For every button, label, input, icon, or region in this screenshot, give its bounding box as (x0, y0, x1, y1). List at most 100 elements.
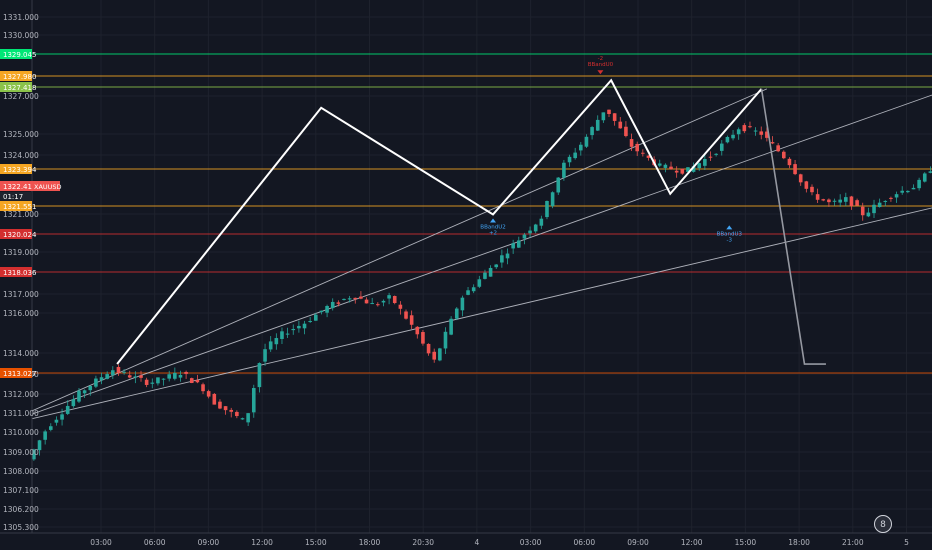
candle-body (280, 331, 284, 339)
candle-body (866, 212, 871, 217)
tradingview-logo-icon: 8 (874, 515, 892, 533)
candle-body (246, 413, 250, 423)
countdown-badge (0, 192, 32, 201)
candle-body (257, 363, 262, 388)
time-tick-label: 09:00 (198, 538, 220, 547)
price-tick-label: 1308.000 (3, 467, 39, 476)
candle-body (189, 378, 194, 383)
signal-label: BBandU2 (480, 224, 505, 230)
candle-body (65, 405, 70, 414)
candle-body (88, 385, 93, 391)
candle-body (522, 234, 527, 239)
candle-body (691, 166, 696, 172)
candle-body (483, 272, 487, 279)
candle-body (454, 308, 459, 319)
price-level-badge-label: 1327.418 (3, 84, 36, 92)
candle-body (748, 126, 752, 128)
candle-body (697, 163, 702, 169)
candle-body (579, 144, 583, 151)
candle-body (590, 127, 594, 136)
candle-body (398, 304, 403, 309)
symbol-badge (32, 181, 60, 191)
candle-body (629, 139, 634, 147)
candle-body (347, 298, 352, 300)
candle-body (719, 143, 724, 151)
time-tick-label: 12:00 (251, 538, 273, 547)
candle-body (500, 255, 504, 263)
price-level-badge (0, 229, 32, 239)
price-tick-label: 1325.000 (3, 130, 39, 139)
candle-body (641, 152, 645, 154)
candle-body (359, 296, 363, 299)
candle-body (731, 134, 735, 139)
candle-body (274, 338, 279, 345)
candle-body (460, 297, 465, 311)
candle-body (71, 399, 76, 407)
candle-body (144, 379, 149, 385)
candle-body (894, 194, 899, 198)
arrow-down-icon (597, 70, 604, 75)
arrow-up-icon (490, 218, 497, 223)
candle-body (669, 166, 673, 170)
signal-sublabel: -3 (727, 237, 733, 243)
candle-body (218, 401, 222, 409)
candle-body (511, 243, 515, 249)
price-tick-label: 1319.000 (3, 248, 39, 257)
zigzag-line (116, 78, 763, 365)
candle-body (584, 136, 589, 147)
candle-body (122, 371, 126, 373)
candle-body (308, 320, 312, 322)
candle-body (928, 171, 932, 173)
candle-body (235, 411, 239, 417)
candle-body (889, 197, 893, 199)
candle-body (201, 384, 205, 392)
candle-body (917, 179, 921, 189)
bband-signal: BBandU2+2 (480, 218, 506, 236)
candle-body (477, 279, 482, 287)
price-tick-label: 1327.000 (3, 92, 39, 101)
arrow-up-icon (726, 225, 733, 230)
candlestick-series (32, 109, 932, 461)
candle-body (127, 375, 132, 378)
candle-body (82, 390, 87, 394)
price-level-badge-label: 1320.024 (3, 231, 37, 239)
candle-body (376, 304, 380, 306)
candle-body (663, 164, 668, 168)
candle-body (319, 310, 324, 313)
time-axis[interactable]: 03:00 06:00 09:00 12:00 15:00 18:00 20:30 4 03:0… (0, 532, 932, 550)
price-tick-label: 1307.100 (3, 486, 39, 495)
candle-body (725, 136, 730, 143)
price-tick-label: 1317.000 (3, 290, 39, 299)
time-tick-label: 06:00 (573, 538, 595, 547)
signal-label: BBandU3 (717, 231, 743, 237)
candle-body (161, 378, 166, 380)
candle-body (776, 145, 780, 152)
price-level-badge-label: 1321.551 (3, 203, 36, 211)
price-tick-label: 1331.000 (3, 13, 39, 22)
candle-body (184, 371, 188, 374)
candle-body (562, 162, 566, 178)
candle-body (618, 121, 623, 129)
price-level-badge (0, 368, 32, 378)
horizontal-levels (32, 53, 932, 374)
candle-body (449, 318, 453, 335)
price-tick-label: 1305.300 (3, 523, 39, 532)
candle-body (325, 305, 329, 313)
candle-body (297, 325, 301, 329)
candle-body (268, 341, 273, 350)
candle-body (195, 379, 200, 383)
price-level-badge (0, 267, 32, 277)
price-axis[interactable]: 1331.000 1330.000 1327.000 1325.000 1324.000… (0, 0, 62, 533)
candle-body (556, 177, 561, 193)
countdown-label: 01:17 (3, 193, 23, 201)
candle-body (438, 348, 442, 361)
candle-body (612, 113, 617, 121)
candle-body (877, 202, 882, 208)
candle-body (212, 393, 217, 405)
candle-body (860, 206, 865, 216)
candle-body (798, 174, 803, 183)
candle-body (680, 168, 685, 174)
price-level-badge (0, 164, 32, 174)
signal-sublabel: +2 (489, 230, 497, 236)
